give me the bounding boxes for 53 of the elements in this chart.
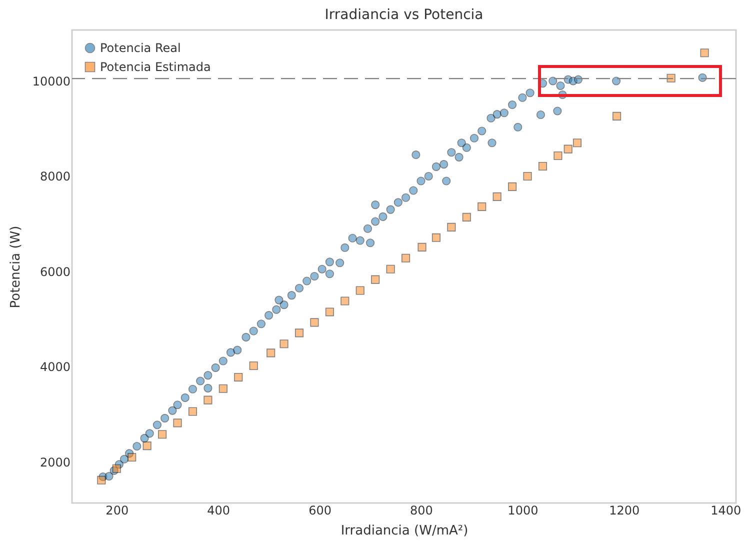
point — [402, 254, 410, 262]
x-tick-label: 1000 — [508, 504, 538, 518]
point — [142, 442, 152, 450]
point — [418, 242, 426, 252]
point — [310, 318, 319, 327]
x-tick-label: 800 — [410, 504, 433, 518]
point — [432, 233, 440, 242]
point — [462, 212, 471, 222]
x-tick-label: 1400 — [710, 504, 742, 518]
point — [173, 418, 182, 428]
point — [340, 296, 350, 306]
point — [97, 476, 106, 484]
x-tick-label: 200 — [106, 504, 129, 518]
point — [564, 144, 572, 154]
point — [356, 286, 364, 295]
point — [554, 151, 562, 160]
y-axis-title: Potencia (W) — [8, 226, 24, 308]
point — [158, 430, 167, 439]
point — [218, 384, 228, 393]
point — [249, 362, 258, 370]
point — [700, 48, 709, 58]
point — [325, 308, 334, 316]
point — [112, 464, 121, 473]
point — [666, 74, 676, 82]
y-tick-label: 6000 — [40, 264, 70, 279]
y-tick-label: 4000 — [40, 360, 70, 374]
point — [128, 452, 136, 462]
x-axis-title: Irradiancia (W/mA²) — [340, 524, 468, 538]
point — [266, 348, 276, 358]
point — [447, 222, 456, 232]
chart-title: Irradiancia vs Potencia — [324, 7, 484, 23]
point — [538, 162, 548, 170]
point — [386, 264, 395, 274]
point — [572, 138, 582, 148]
legend-label: Potencia Real — [100, 41, 181, 55]
point — [280, 340, 288, 348]
x-tick-label: 1200 — [609, 504, 640, 518]
y-tick-label: 10000 — [32, 74, 70, 88]
x-tick-label: 400 — [207, 504, 230, 518]
point — [523, 172, 532, 180]
point — [478, 202, 486, 211]
point — [234, 372, 243, 382]
y-tick-label: 2000 — [40, 455, 70, 470]
y-tick-label: 8000 — [40, 170, 70, 184]
point — [204, 396, 212, 404]
x-tick-label: 600 — [308, 504, 332, 518]
point — [508, 182, 517, 191]
point — [612, 112, 622, 120]
point — [492, 192, 502, 201]
legend-label: Potencia Estimada — [100, 60, 211, 74]
point — [188, 407, 197, 416]
point — [294, 328, 304, 338]
point — [371, 275, 380, 284]
